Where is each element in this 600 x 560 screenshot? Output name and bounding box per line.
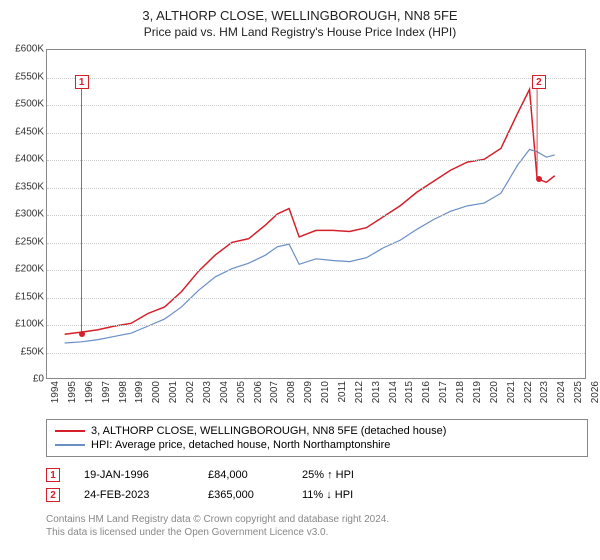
x-axis-label: 2021 — [506, 381, 517, 411]
y-axis-label: £0 — [0, 374, 44, 385]
x-axis-label: 2005 — [236, 381, 247, 411]
x-axis-label: 2024 — [556, 381, 567, 411]
y-axis-label: £450K — [0, 126, 44, 137]
x-axis-label: 1996 — [84, 381, 95, 411]
sale-row-delta: 11% ↓ HPI — [302, 489, 412, 501]
chart-subtitle: Price paid vs. HM Land Registry's House … — [0, 23, 600, 45]
chart-area: 12 £0£50K£100K£150K£200K£250K£300K£350K£… — [0, 45, 600, 415]
attribution: Contains HM Land Registry data © Crown c… — [46, 513, 588, 539]
x-axis-label: 2007 — [269, 381, 280, 411]
sale-row-marker: 1 — [46, 468, 60, 482]
x-axis-label: 2004 — [219, 381, 230, 411]
legend: 3, ALTHORP CLOSE, WELLINGBOROUGH, NN8 5F… — [46, 419, 588, 457]
attribution-line: This data is licensed under the Open Gov… — [46, 526, 588, 539]
y-axis-label: £150K — [0, 291, 44, 302]
x-axis-label: 2000 — [151, 381, 162, 411]
gridline — [47, 353, 585, 354]
series-hpi — [65, 149, 555, 343]
x-axis-label: 2019 — [472, 381, 483, 411]
x-axis-label: 1997 — [101, 381, 112, 411]
x-axis-label: 2014 — [388, 381, 399, 411]
y-axis-label: £550K — [0, 71, 44, 82]
x-axis-label: 2018 — [455, 381, 466, 411]
x-axis-label: 1999 — [134, 381, 145, 411]
x-axis-label: 2003 — [202, 381, 213, 411]
x-axis-label: 2017 — [438, 381, 449, 411]
legend-item: 3, ALTHORP CLOSE, WELLINGBOROUGH, NN8 5F… — [55, 424, 579, 438]
gridline — [47, 243, 585, 244]
sale-marker-dot — [79, 331, 85, 337]
sale-row-delta: 25% ↑ HPI — [302, 469, 412, 481]
x-axis-label: 2008 — [286, 381, 297, 411]
y-axis-label: £600K — [0, 44, 44, 55]
x-axis-label: 2011 — [337, 381, 348, 411]
gridline — [47, 133, 585, 134]
x-axis-label: 2016 — [421, 381, 432, 411]
x-axis-label: 2002 — [185, 381, 196, 411]
x-axis-label: 2010 — [320, 381, 331, 411]
plot-area: 12 — [46, 49, 586, 379]
sale-marker-box: 2 — [532, 75, 546, 89]
x-axis-label: 2012 — [354, 381, 365, 411]
legend-label: HPI: Average price, detached house, Nort… — [91, 439, 390, 451]
y-axis-label: £100K — [0, 319, 44, 330]
attribution-line: Contains HM Land Registry data © Crown c… — [46, 513, 588, 526]
y-axis-label: £500K — [0, 99, 44, 110]
gridline — [47, 78, 585, 79]
x-axis-label: 2013 — [371, 381, 382, 411]
gridline — [47, 325, 585, 326]
y-axis-label: £50K — [0, 346, 44, 357]
sale-marker-box: 1 — [75, 75, 89, 89]
legend-swatch — [55, 444, 85, 446]
sale-row-date: 19-JAN-1996 — [84, 469, 184, 481]
x-axis-label: 2020 — [489, 381, 500, 411]
x-axis-label: 2023 — [539, 381, 550, 411]
gridline — [47, 188, 585, 189]
sales-table: 1 19-JAN-1996 £84,000 25% ↑ HPI 2 24-FEB-2023… — [46, 465, 588, 505]
y-axis-label: £200K — [0, 264, 44, 275]
legend-label: 3, ALTHORP CLOSE, WELLINGBOROUGH, NN8 5F… — [91, 425, 446, 437]
x-axis-label: 2001 — [168, 381, 179, 411]
legend-swatch — [55, 430, 85, 432]
gridline — [47, 270, 585, 271]
y-axis-label: £400K — [0, 154, 44, 165]
gridline — [47, 160, 585, 161]
x-axis-label: 2015 — [404, 381, 415, 411]
y-axis-label: £350K — [0, 181, 44, 192]
x-axis-label: 2025 — [573, 381, 584, 411]
legend-item: HPI: Average price, detached house, Nort… — [55, 438, 579, 452]
sale-row: 2 24-FEB-2023 £365,000 11% ↓ HPI — [46, 485, 588, 505]
sale-row-price: £365,000 — [208, 489, 278, 501]
x-axis-label: 2022 — [523, 381, 534, 411]
chart-svg — [47, 50, 585, 378]
sale-row-price: £84,000 — [208, 469, 278, 481]
sale-row: 1 19-JAN-1996 £84,000 25% ↑ HPI — [46, 465, 588, 485]
y-axis-label: £300K — [0, 209, 44, 220]
y-axis-label: £250K — [0, 236, 44, 247]
x-axis-label: 1995 — [67, 381, 78, 411]
x-axis-label: 1998 — [118, 381, 129, 411]
gridline — [47, 215, 585, 216]
sale-row-date: 24-FEB-2023 — [84, 489, 184, 501]
x-axis-label: 2009 — [303, 381, 314, 411]
x-axis-label: 1994 — [50, 381, 61, 411]
sale-marker-dot — [536, 176, 542, 182]
gridline — [47, 105, 585, 106]
gridline — [47, 298, 585, 299]
sale-row-marker: 2 — [46, 488, 60, 502]
x-axis-label: 2026 — [590, 381, 600, 411]
x-axis-label: 2006 — [253, 381, 264, 411]
chart-title: 3, ALTHORP CLOSE, WELLINGBOROUGH, NN8 5F… — [0, 0, 600, 23]
